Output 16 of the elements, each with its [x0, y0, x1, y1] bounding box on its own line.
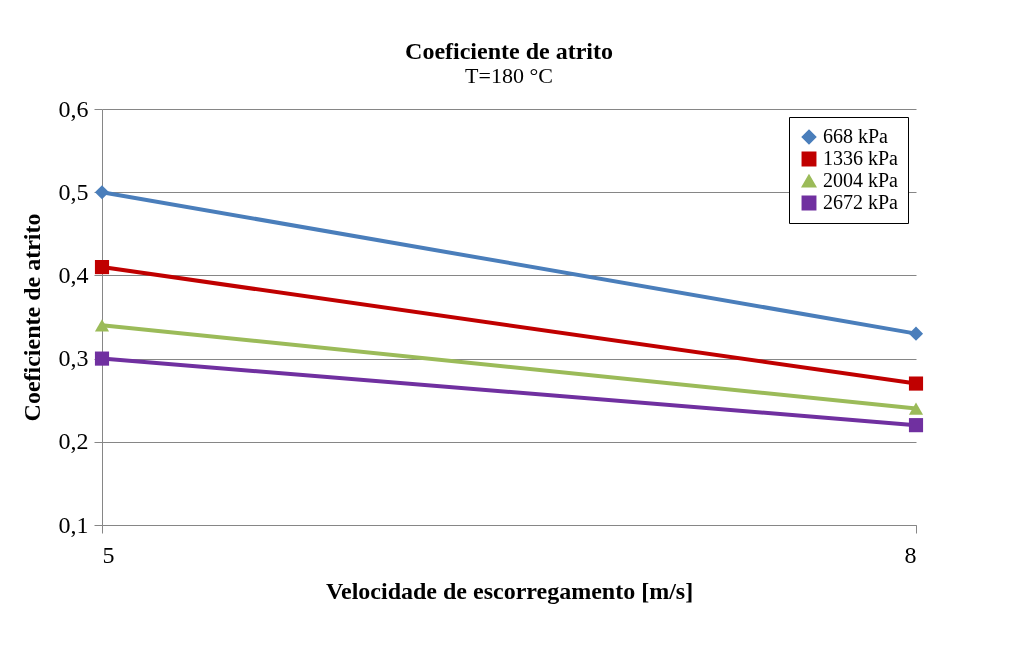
y-tick-label: 0,4: [58, 261, 89, 288]
legend-label: 2004 kPa: [823, 169, 899, 191]
legend-label: 668 kPa: [823, 125, 889, 147]
y-tick-label: 0,2: [58, 428, 89, 455]
legend-label: 1336 kPa: [823, 147, 899, 169]
chart-title: Coeficiente de atrito: [405, 38, 613, 64]
x-tick-label: 5: [102, 541, 115, 568]
y-tick-label: 0,6: [58, 95, 89, 122]
y-tick-label: 0,3: [58, 345, 89, 372]
y-tick-label: 0,5: [58, 178, 89, 205]
legend-label: 2672 kPa: [823, 191, 899, 213]
x-tick-label: 8: [904, 541, 917, 568]
chart-subtitle: T=180 °C: [465, 63, 553, 88]
x-axis-title: Velocidade de escorregamento [m/s]: [325, 577, 694, 604]
y-axis-title: Coeficiente de atrito: [18, 213, 45, 422]
y-tick-label: 0,1: [58, 511, 89, 538]
